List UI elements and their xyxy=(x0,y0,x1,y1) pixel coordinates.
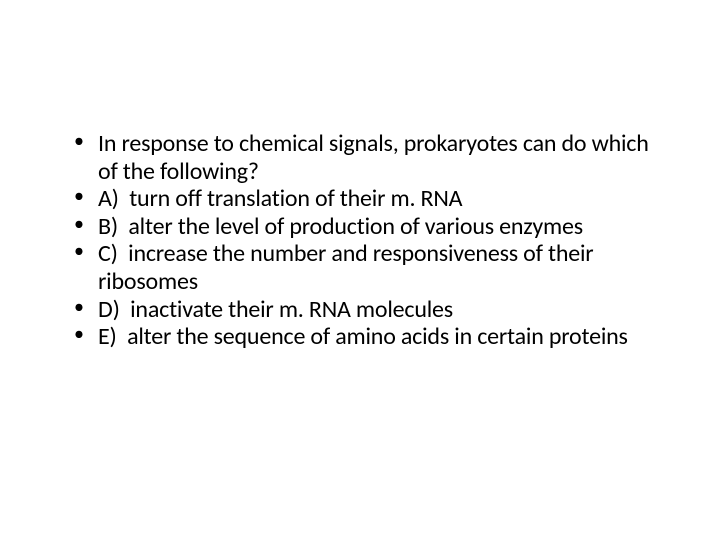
option-label: C) xyxy=(98,239,118,268)
option-text: increase the number and responsiveness o… xyxy=(98,239,593,296)
bullet-list: In response to chemical signals, prokary… xyxy=(70,130,650,351)
option-text: alter the sequence of amino acids in cer… xyxy=(127,322,628,351)
slide: In response to chemical signals, prokary… xyxy=(0,0,720,540)
option-label: E) xyxy=(98,322,117,351)
option-item-e: E) alter the sequence of amino acids in … xyxy=(70,323,650,351)
option-label: D) xyxy=(98,295,120,324)
option-item-b: B) alter the level of production of vari… xyxy=(70,213,650,241)
question-item: In response to chemical signals, prokary… xyxy=(70,130,650,185)
option-text: alter the level of production of various… xyxy=(128,212,583,241)
option-item-d: D) inactivate their m. RNA molecules xyxy=(70,296,650,324)
question-text: In response to chemical signals, prokary… xyxy=(98,129,649,186)
option-item-a: A) turn off translation of their m. RNA xyxy=(70,185,650,213)
option-text: inactivate their m. RNA molecules xyxy=(130,295,453,324)
option-text: turn off translation of their m. RNA xyxy=(129,184,462,213)
option-label: B) xyxy=(98,212,118,241)
option-item-c: C) increase the number and responsivenes… xyxy=(70,240,650,295)
option-label: A) xyxy=(98,184,119,213)
